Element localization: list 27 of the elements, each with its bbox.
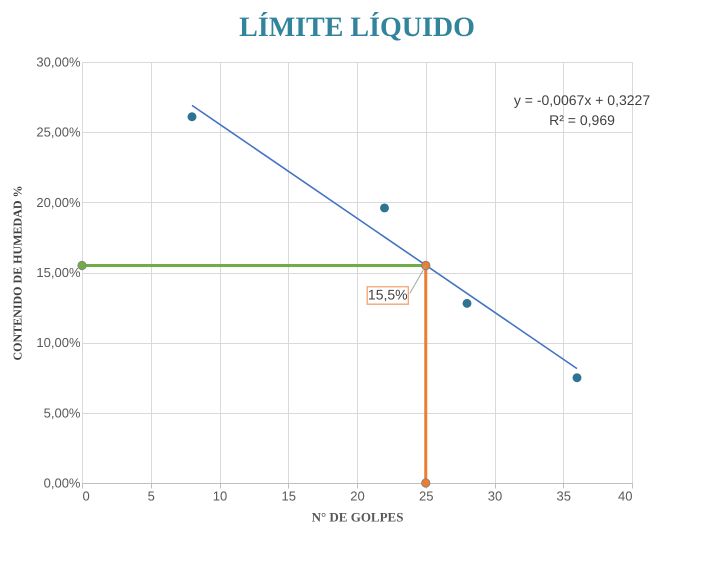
x-tick-label: 15 — [282, 488, 296, 504]
point — [380, 203, 389, 212]
x-tick-label: 30 — [488, 488, 502, 504]
x-tick-label: 35 — [556, 488, 571, 504]
point — [572, 373, 582, 382]
y-tick-label: 20,00% — [36, 194, 81, 210]
y-tick-label: 15,00% — [36, 265, 81, 280]
y-tick-label: 5,00% — [44, 405, 81, 420]
x-tick-label: 25 — [419, 488, 434, 504]
x-axis-title: N° DE GOLPES — [312, 510, 404, 524]
x-tick-label: 10 — [212, 488, 228, 504]
y-tick-label: 25,00% — [36, 124, 81, 140]
chart-title: LÍMITE LÍQUIDO — [239, 11, 475, 43]
annotation: R² = 0,969 — [549, 112, 616, 128]
annotation: 15,5% — [368, 286, 408, 302]
x-tick-label: 5 — [148, 488, 155, 504]
x-tick-label: 0 — [82, 488, 90, 504]
y-tick-label: 30,00% — [36, 54, 81, 70]
y-tick-label: 10,00% — [36, 335, 81, 350]
y-tick-label: 0,00% — [44, 476, 81, 490]
point — [462, 298, 472, 308]
annotation: y = -0,0067x + 0,3227 — [514, 92, 650, 108]
point — [188, 112, 196, 122]
y-axis-title: CONTENIDO DE HUMEDAD % — [10, 185, 24, 361]
point — [421, 478, 430, 488]
x-tick-label: 40 — [618, 488, 632, 504]
x-tick-label: 20 — [350, 488, 365, 504]
